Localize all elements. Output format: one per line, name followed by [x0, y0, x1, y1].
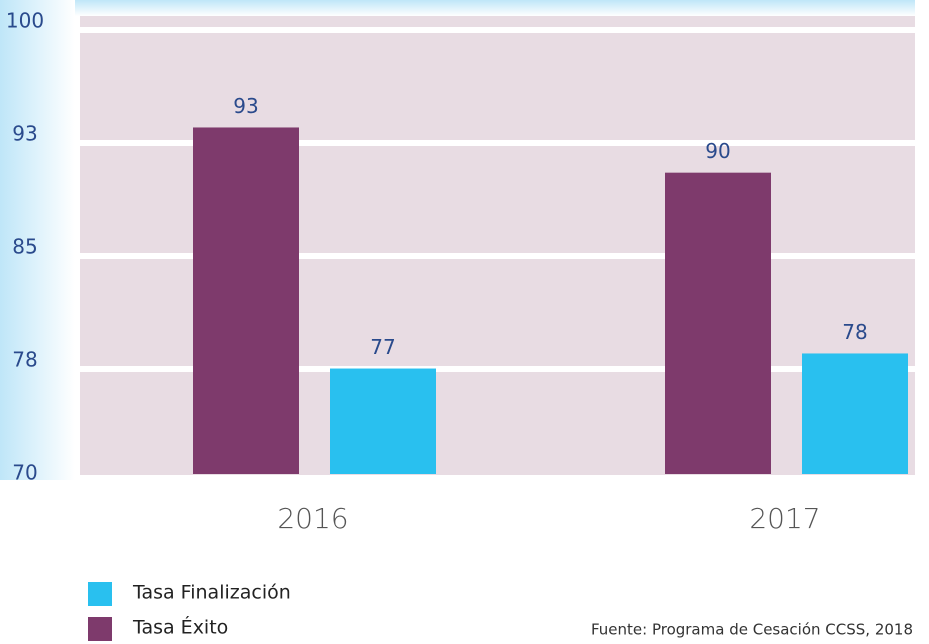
- axis-background: [0, 0, 75, 480]
- value-label: 78: [842, 320, 867, 344]
- legend-swatch: [88, 582, 112, 606]
- top-band: [75, 0, 915, 16]
- bar: [665, 172, 771, 474]
- x-tick-label: 2016: [277, 502, 348, 535]
- x-tick-label: 2017: [749, 502, 820, 535]
- y-tick-label: 93: [12, 122, 37, 146]
- bar: [330, 368, 436, 474]
- legend-label: Tasa Éxito: [132, 616, 228, 639]
- y-tick-label: 100: [6, 9, 44, 33]
- legend-swatch: [88, 617, 112, 641]
- y-tick-label: 85: [12, 235, 37, 259]
- value-label: 77: [370, 335, 395, 359]
- value-label: 90: [705, 139, 730, 163]
- source: Fuente: Programa de Cesación CCSS, 2018: [591, 621, 913, 639]
- legend-label: Tasa Finalización: [132, 582, 291, 604]
- value-label: 93: [233, 94, 258, 118]
- y-tick-label: 70: [12, 461, 37, 485]
- bar: [802, 353, 908, 474]
- y-tick-label: 78: [12, 348, 37, 372]
- bar: [193, 127, 299, 474]
